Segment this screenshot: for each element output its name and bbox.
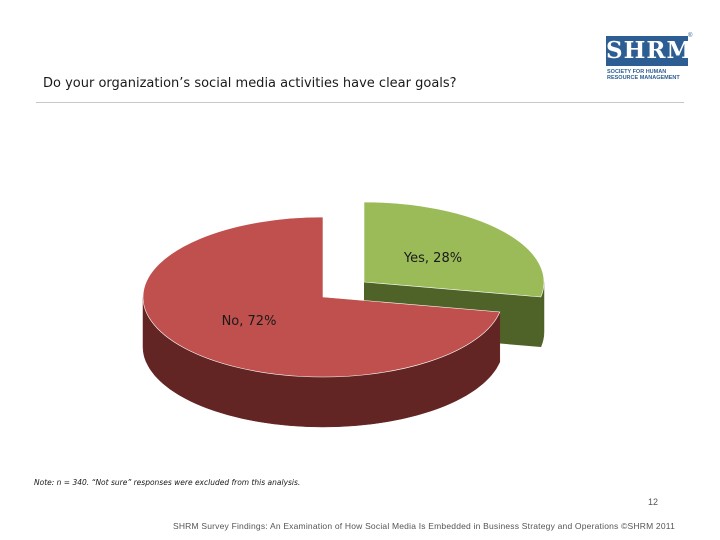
logo-tagline-line2: RESOURCE MANAGEMENT: [607, 75, 680, 81]
title-divider: [36, 102, 684, 103]
logo-registered-mark: ®: [688, 33, 693, 39]
shrm-logo: SHRM ® SOCIETY FOR HUMAN RESOURCE MANAGE…: [606, 33, 693, 90]
page-number: 12: [647, 497, 658, 507]
pie-label-layer: Yes, 28% No, 72%: [222, 251, 463, 329]
chart-question-title: Do your organization’s social media acti…: [43, 76, 457, 91]
pie-slice-no: [142, 216, 501, 378]
footer-citation: SHRM Survey Findings: An Examination of …: [172, 521, 675, 531]
pie-slice-yes: [363, 201, 545, 298]
pie-top-layer: [142, 201, 545, 378]
pie-label-yes: Yes, 28%: [403, 251, 462, 266]
logo-box: SHRM: [606, 36, 693, 66]
logo-tagline-line1: SOCIETY FOR HUMAN: [607, 69, 667, 75]
logo-tagline: SOCIETY FOR HUMAN RESOURCE MANAGEMENT: [607, 69, 691, 81]
chart-note: Note: n = 340. “Not sure” responses were…: [34, 478, 301, 487]
logo-wordmark: SHRM: [606, 37, 693, 64]
pie-label-no: No, 72%: [222, 314, 277, 329]
